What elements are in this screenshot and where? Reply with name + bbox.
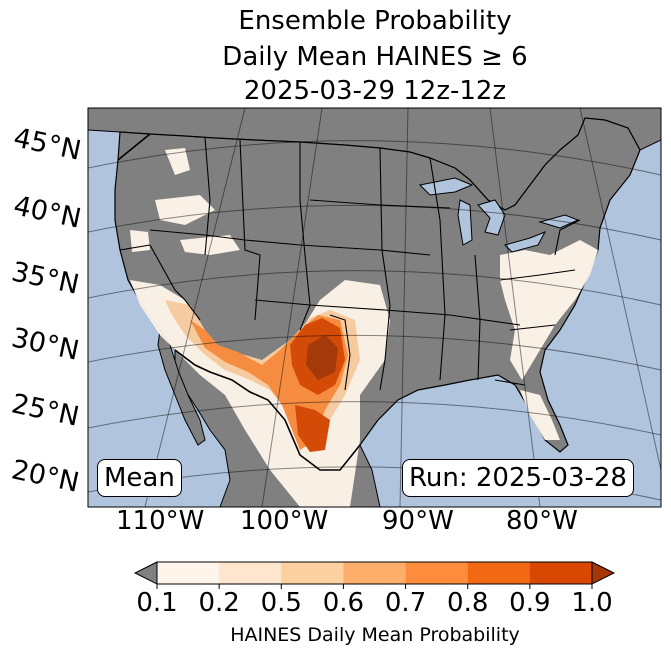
colorbar-under-arrow (133, 561, 158, 585)
mean-label: Mean (97, 459, 182, 497)
colorbar-tick-label: 0.2 (198, 588, 240, 618)
colorbar-segment (467, 562, 531, 584)
colorbar-label: HAINES Daily Mean Probability (230, 624, 520, 646)
national-border (117, 133, 361, 471)
colorbar-segment (529, 562, 593, 584)
map-title-line2: Daily Mean HAINES ≥ 6 (222, 42, 528, 72)
great-lakes (418, 177, 580, 253)
colorbar-frame (156, 561, 593, 585)
state-borders (119, 137, 581, 391)
colorbar-tick-label: 0.8 (447, 588, 489, 618)
colorbar-tick-label: 0.1 (136, 588, 178, 618)
colorbar-segment (219, 562, 282, 584)
colorbar-tick-label: 0.5 (260, 588, 302, 618)
colorbar-segment (343, 562, 407, 584)
colorbar-segment (281, 562, 344, 584)
colorbar (133, 561, 616, 589)
lon-label-100: 100°W (240, 506, 329, 536)
colorbar-segment (405, 562, 469, 584)
colorbar-segment (157, 562, 220, 584)
map-title-line3: 2025-03-29 12z-12z (243, 76, 507, 106)
colorbar-over-arrow (591, 561, 616, 585)
probability-shading (130, 148, 598, 507)
map-title-line1: Ensemble Probability (238, 6, 512, 36)
colorbar-tick-label: 1.0 (571, 588, 613, 618)
lon-label-80: 80°W (506, 506, 578, 536)
lon-label-110: 110°W (116, 506, 205, 536)
run-label: Run: 2025-03-28 (402, 459, 634, 497)
colorbar-tick-label: 0.6 (322, 588, 365, 618)
lon-label-90: 90°W (382, 506, 454, 536)
colorbar-tick-label: 0.7 (384, 588, 427, 618)
baja-california (157, 328, 206, 446)
colorbar-tick-label: 0.9 (509, 588, 551, 618)
